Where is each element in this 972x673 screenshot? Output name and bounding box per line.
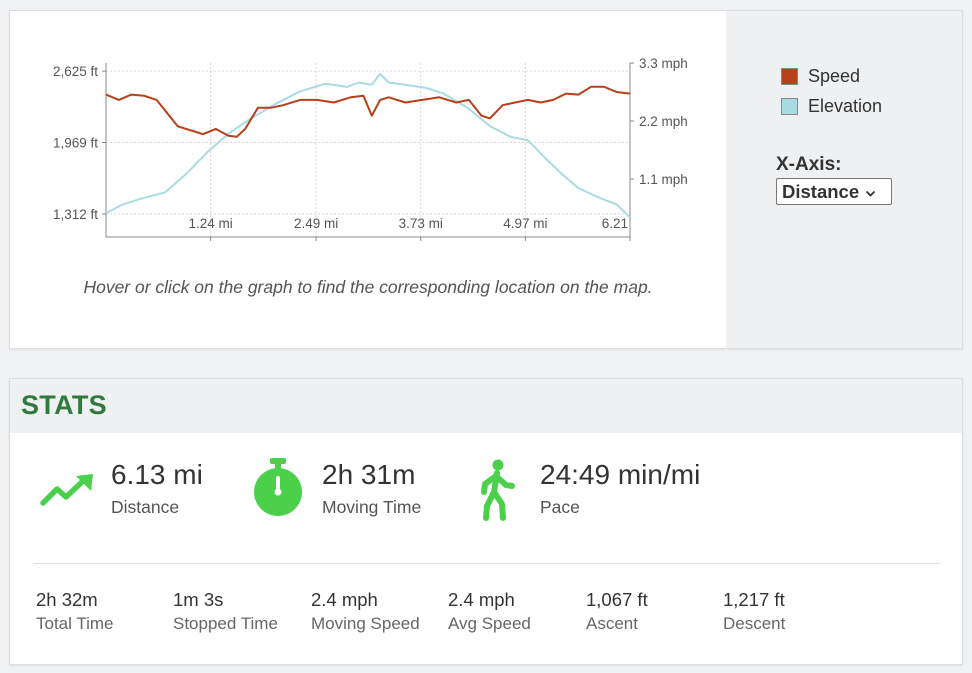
- stat-avg-speed: 2.4 mph Avg Speed: [448, 589, 531, 634]
- y-left-tick-label: 2,625 ft: [53, 64, 98, 79]
- stat-total-time: 2h 32m Total Time: [36, 589, 113, 634]
- legend-label-speed: Speed: [808, 66, 861, 86]
- total-time-value: 2h 32m: [36, 589, 98, 610]
- legend-item-speed[interactable]: Speed: [781, 66, 860, 87]
- x-tick-label: 2.49 mi: [294, 216, 338, 231]
- moving-time-value: 2h 31m: [322, 459, 416, 490]
- series-line-elevation: [105, 72, 631, 219]
- walking-person-icon: [478, 459, 518, 526]
- chart-area[interactable]: 2,625 ft 1,969 ft 1,312 ft 3.3 mph 2.2 mph 1.…: [10, 11, 726, 348]
- stats-header: STATS: [10, 379, 962, 433]
- series-line-speed: [105, 85, 631, 138]
- x-tick-label: 1.24 mi: [188, 216, 232, 231]
- ascent-label: Ascent: [586, 614, 638, 633]
- y-left-tick-label: 1,969 ft: [53, 135, 98, 150]
- legend-label-elevation: Elevation: [808, 96, 883, 116]
- y-right-tick-label: 3.3 mph: [639, 56, 688, 71]
- x-axis-selected-value: Distance: [782, 180, 860, 202]
- trending-up-icon: [40, 473, 96, 512]
- legend-swatch-elevation: [781, 98, 798, 115]
- stat-descent: 1,217 ft Descent: [723, 589, 785, 634]
- descent-label: Descent: [723, 614, 786, 633]
- avg-speed-value: 2.4 mph: [448, 589, 515, 610]
- distance-label: Distance: [111, 497, 180, 517]
- chart-side-panel: Speed Elevation X-Axis: Distance: [726, 11, 962, 348]
- elevation-speed-chart[interactable]: 2,625 ft 1,969 ft 1,312 ft 3.3 mph 2.2 mph 1.…: [10, 11, 726, 266]
- x-axis-select[interactable]: Distance: [776, 178, 892, 205]
- legend-swatch-speed: [781, 68, 798, 85]
- y-right-tick-label: 2.2 mph: [639, 114, 688, 129]
- x-axis-label: X-Axis:: [776, 154, 842, 175]
- x-tick-label: 4.97 mi: [503, 216, 547, 231]
- chevron-down-icon: [865, 181, 876, 203]
- descent-value: 1,217 ft: [723, 589, 785, 610]
- pace-value: 24:49 min/mi: [540, 459, 701, 490]
- pace-label: Pace: [540, 497, 580, 517]
- stat-ascent: 1,067 ft Ascent: [586, 589, 648, 634]
- y-right-tick-label: 1.1 mph: [639, 172, 688, 187]
- stats-card: STATS 6.13 mi Distance 2h 31m Moving Tim…: [9, 378, 963, 665]
- stat-moving-speed: 2.4 mph Moving Speed: [311, 589, 420, 634]
- stats-divider: [34, 563, 940, 564]
- avg-speed-label: Avg Speed: [448, 614, 531, 633]
- y-left-tick-label: 1,312 ft: [53, 207, 98, 222]
- total-time-label: Total Time: [36, 614, 114, 633]
- legend-item-elevation[interactable]: Elevation: [781, 96, 882, 117]
- moving-time-label: Moving Time: [322, 497, 422, 517]
- x-tick-label: 3.73 mi: [399, 216, 443, 231]
- chart-hint: Hover or click on the graph to find the …: [83, 277, 653, 297]
- moving-speed-label: Moving Speed: [311, 614, 420, 633]
- stats-title: STATS: [21, 390, 107, 420]
- stopped-time-value: 1m 3s: [173, 589, 224, 610]
- x-tick-label: 6.21: [602, 216, 628, 231]
- stat-stopped-time: 1m 3s Stopped Time: [173, 589, 278, 634]
- ascent-value: 1,067 ft: [586, 589, 648, 610]
- elevation-speed-card: 2,625 ft 1,969 ft 1,312 ft 3.3 mph 2.2 mph 1.…: [9, 10, 963, 349]
- stopped-time-label: Stopped Time: [173, 614, 278, 633]
- distance-value: 6.13 mi: [111, 459, 203, 490]
- stopwatch-icon: [253, 458, 303, 523]
- moving-speed-value: 2.4 mph: [311, 589, 378, 610]
